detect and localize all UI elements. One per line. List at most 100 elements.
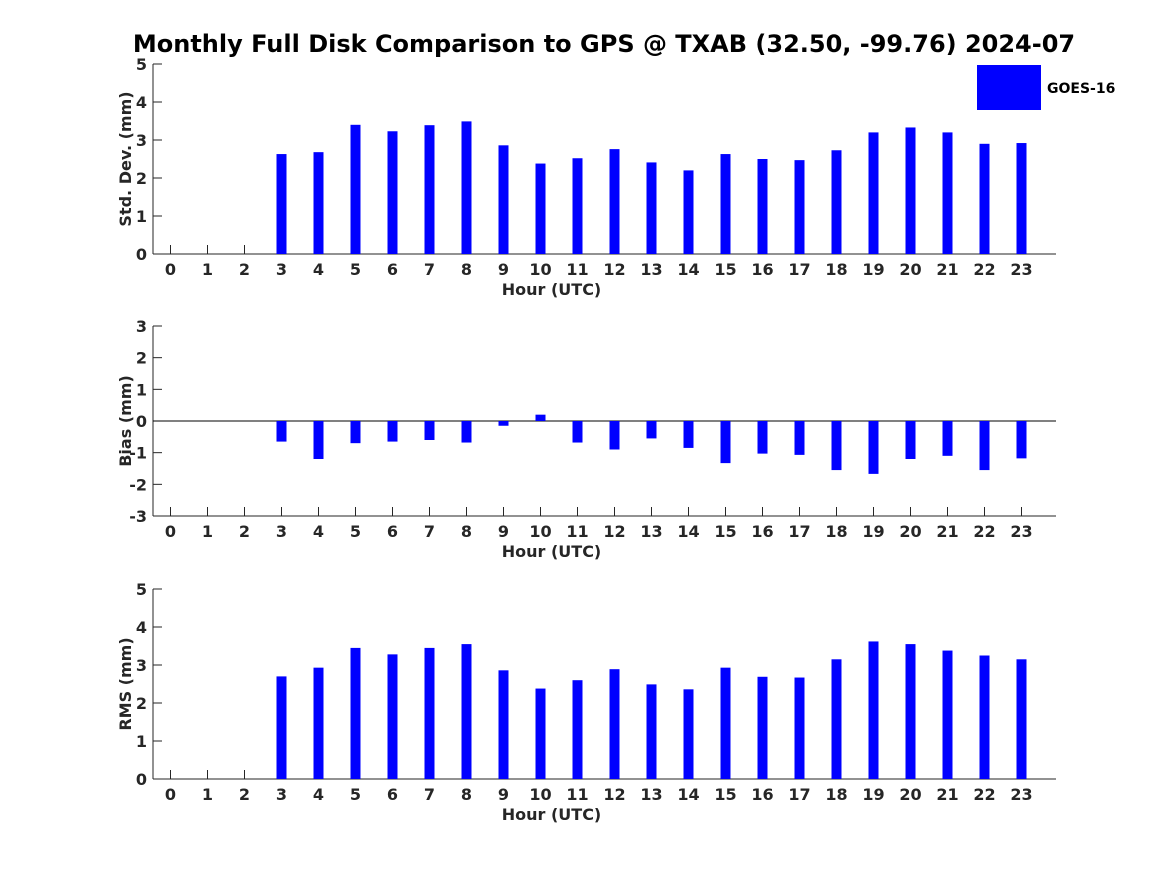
x-tick-label: 7 — [424, 522, 435, 541]
bar-bias-hour-20 — [905, 421, 916, 459]
chart-title: Monthly Full Disk Comparison to GPS @ TX… — [133, 30, 1075, 58]
x-tick-label: 3 — [276, 785, 287, 804]
bar-rms-hour-8 — [461, 644, 472, 779]
x-tick-label: 0 — [165, 260, 176, 279]
x-tick-label: 9 — [498, 522, 509, 541]
x-tick-label: 17 — [788, 522, 810, 541]
bar-stddev-hour-13 — [646, 162, 657, 254]
y-tick-label: 0 — [136, 770, 147, 789]
y-axis-label: RMS (mm) — [116, 637, 135, 730]
x-tick-label: 12 — [603, 260, 625, 279]
x-tick-label: 2 — [239, 785, 250, 804]
y-tick-label: 2 — [136, 349, 147, 368]
x-tick-label: 14 — [677, 522, 699, 541]
x-tick-label: 15 — [714, 260, 736, 279]
x-tick-label: 4 — [313, 785, 324, 804]
bar-stddev-hour-4 — [313, 152, 324, 254]
x-tick-label: 8 — [461, 260, 472, 279]
x-tick-label: 2 — [239, 522, 250, 541]
bar-stddev-hour-12 — [609, 149, 620, 254]
bar-rms-hour-7 — [424, 647, 435, 779]
x-tick-label: 21 — [936, 522, 958, 541]
x-tick-label: 9 — [498, 785, 509, 804]
bar-rms-hour-6 — [387, 654, 398, 779]
bar-stddev-hour-21 — [942, 132, 953, 254]
x-tick-label: 20 — [899, 260, 921, 279]
x-tick-label: 5 — [350, 785, 361, 804]
y-tick-label: -3 — [129, 507, 147, 526]
y-tick-label: 4 — [136, 618, 147, 637]
bar-bias-hour-16 — [757, 421, 768, 454]
bar-stddev-hour-19 — [868, 132, 879, 254]
x-tick-label: 23 — [1010, 785, 1032, 804]
x-tick-label: 19 — [862, 260, 884, 279]
x-tick-label: 12 — [603, 522, 625, 541]
bar-bias-hour-10 — [535, 414, 546, 421]
x-tick-label: 8 — [461, 785, 472, 804]
x-tick-label: 6 — [387, 522, 398, 541]
bar-rms-hour-12 — [609, 669, 620, 779]
x-tick-label: 7 — [424, 785, 435, 804]
bar-rms-hour-3 — [276, 676, 287, 779]
x-tick-label: 6 — [387, 260, 398, 279]
bar-bias-hour-9 — [498, 421, 509, 426]
x-tick-label: 15 — [714, 522, 736, 541]
bar-stddev-hour-20 — [905, 127, 916, 254]
y-tick-label: 0 — [136, 245, 147, 264]
y-tick-label: -2 — [129, 475, 147, 494]
bar-stddev-hour-9 — [498, 145, 509, 254]
bar-bias-hour-11 — [572, 421, 583, 443]
y-tick-label: 4 — [136, 93, 147, 112]
x-tick-label: 18 — [825, 785, 847, 804]
x-tick-label: 23 — [1010, 260, 1032, 279]
bar-stddev-hour-3 — [276, 154, 287, 254]
x-axis-label: Hour (UTC) — [502, 280, 602, 299]
x-tick-label: 13 — [640, 785, 662, 804]
x-tick-label: 4 — [313, 522, 324, 541]
bar-rms-hour-10 — [535, 688, 546, 779]
y-tick-label: 0 — [136, 412, 147, 431]
x-tick-label: 5 — [350, 522, 361, 541]
bar-bias-hour-19 — [868, 421, 879, 474]
y-tick-label: 1 — [136, 732, 147, 751]
x-tick-label: 5 — [350, 260, 361, 279]
x-tick-label: 7 — [424, 260, 435, 279]
x-tick-label: 14 — [677, 785, 699, 804]
x-tick-label: 6 — [387, 785, 398, 804]
x-tick-label: 1 — [202, 260, 213, 279]
bar-rms-hour-13 — [646, 684, 657, 779]
x-tick-label: 21 — [936, 785, 958, 804]
bar-stddev-hour-23 — [1016, 143, 1027, 254]
x-tick-label: 13 — [640, 522, 662, 541]
bar-rms-hour-16 — [757, 676, 768, 779]
x-tick-label: 11 — [566, 522, 588, 541]
bar-bias-hour-8 — [461, 421, 472, 443]
bar-rms-hour-5 — [350, 647, 361, 779]
x-tick-label: 3 — [276, 522, 287, 541]
x-tick-label: 22 — [973, 260, 995, 279]
x-tick-label: 13 — [640, 260, 662, 279]
bar-rms-hour-23 — [1016, 659, 1027, 779]
y-tick-label: 3 — [136, 317, 147, 336]
bar-stddev-hour-8 — [461, 121, 472, 254]
x-tick-label: 11 — [566, 260, 588, 279]
bar-stddev-hour-17 — [794, 160, 805, 254]
x-tick-label: 10 — [529, 522, 551, 541]
x-tick-label: 20 — [899, 522, 921, 541]
y-tick-label: 5 — [136, 55, 147, 74]
y-tick-label: 3 — [136, 656, 147, 675]
bar-bias-hour-6 — [387, 421, 398, 442]
x-tick-label: 14 — [677, 260, 699, 279]
bar-stddev-hour-5 — [350, 124, 361, 254]
x-tick-label: 10 — [529, 260, 551, 279]
bar-rms-hour-15 — [720, 667, 731, 779]
x-tick-label: 15 — [714, 785, 736, 804]
x-tick-label: 2 — [239, 260, 250, 279]
bar-rms-hour-18 — [831, 659, 842, 779]
x-tick-label: 1 — [202, 522, 213, 541]
bar-rms-hour-17 — [794, 677, 805, 779]
y-tick-label: 1 — [136, 380, 147, 399]
x-tick-label: 16 — [751, 260, 773, 279]
